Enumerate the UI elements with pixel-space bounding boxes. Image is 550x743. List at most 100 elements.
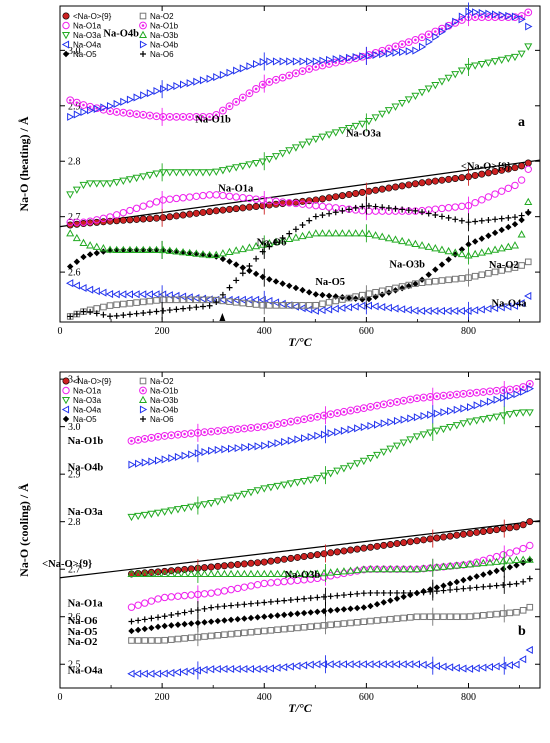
data-point	[499, 412, 508, 420]
data-point	[406, 564, 415, 573]
data-point	[332, 293, 339, 300]
legend-label: Na-O3b	[150, 396, 179, 405]
legend-marker	[139, 40, 148, 49]
data-point	[498, 11, 506, 20]
data-point	[391, 235, 400, 243]
data-point	[152, 170, 161, 178]
data-point	[247, 442, 256, 451]
data-point	[252, 202, 260, 210]
data-point	[281, 437, 289, 446]
data-point	[186, 210, 194, 218]
data-point	[524, 197, 533, 206]
data-point	[305, 138, 314, 146]
data-point	[253, 569, 262, 578]
plot-frame	[59, 371, 541, 689]
data-point	[418, 33, 426, 42]
data-point	[373, 401, 382, 410]
data-point	[417, 89, 427, 97]
data-point	[325, 292, 333, 299]
data-point	[344, 125, 354, 133]
data-point	[307, 595, 314, 602]
data-point	[518, 15, 526, 24]
data-point	[479, 388, 488, 396]
data-point	[207, 563, 215, 571]
data-point	[373, 542, 381, 550]
data-point	[359, 203, 366, 210]
data-point	[299, 286, 306, 294]
data-point	[513, 608, 520, 616]
data-point	[186, 249, 193, 257]
data-point	[367, 617, 374, 625]
data-point	[140, 569, 149, 578]
data-point	[339, 294, 346, 301]
data-point	[207, 589, 215, 597]
data-point	[274, 626, 281, 634]
legend-marker	[139, 21, 147, 30]
data-point	[206, 74, 214, 83]
annotation-label: Na-O4a	[491, 298, 527, 309]
data-point	[451, 275, 459, 283]
data-point	[187, 503, 196, 511]
data-point	[72, 98, 81, 107]
data-point	[207, 427, 216, 436]
data-point	[353, 545, 361, 553]
data-point	[165, 112, 174, 121]
data-point	[219, 291, 226, 298]
data-point	[412, 280, 419, 288]
data-point	[246, 267, 253, 274]
data-point	[200, 501, 209, 509]
series-na-o5	[67, 209, 532, 309]
legend-label: Na-O1a	[73, 387, 102, 396]
data-point	[86, 241, 95, 249]
data-point	[134, 626, 142, 634]
data-point	[385, 49, 394, 58]
data-point	[285, 234, 294, 243]
data-point	[292, 57, 301, 66]
arrow-marker	[219, 313, 226, 321]
data-point	[413, 413, 422, 422]
data-point	[491, 245, 500, 253]
data-point	[141, 599, 149, 607]
legend-marker	[138, 395, 148, 404]
data-point	[213, 569, 222, 578]
data-point	[300, 477, 309, 486]
data-point	[266, 664, 274, 673]
data-point	[432, 661, 440, 671]
data-point	[299, 302, 306, 309]
data-point	[313, 412, 322, 421]
data-point	[400, 415, 408, 424]
data-point	[246, 263, 253, 270]
data-point	[287, 436, 296, 445]
data-point	[473, 573, 480, 580]
annotation-label: Na-O4a	[68, 665, 104, 676]
data-point	[225, 247, 234, 255]
data-point	[404, 38, 413, 46]
data-point	[505, 11, 513, 20]
data-point	[412, 433, 421, 441]
data-point	[133, 93, 141, 102]
data-point	[187, 569, 196, 578]
data-point	[173, 82, 181, 91]
data-point	[325, 194, 333, 202]
data-point	[133, 215, 141, 223]
data-point	[318, 195, 326, 203]
data-point	[372, 186, 380, 194]
data-point	[292, 284, 300, 292]
data-point	[519, 607, 527, 614]
data-point	[438, 261, 446, 268]
data-point	[505, 661, 513, 670]
data-point	[300, 415, 308, 424]
data-point	[379, 660, 387, 669]
data-point	[505, 223, 512, 231]
data-point	[280, 569, 289, 578]
data-point	[158, 290, 167, 299]
data-point	[477, 305, 485, 314]
y-tick-label: 2.6	[68, 268, 81, 279]
data-point	[286, 230, 293, 237]
data-point	[140, 246, 147, 254]
y-tick-label: 2.9	[68, 470, 81, 481]
legend-marker	[61, 40, 70, 49]
data-point	[493, 395, 501, 404]
data-point	[432, 212, 439, 219]
data-point	[146, 215, 154, 223]
